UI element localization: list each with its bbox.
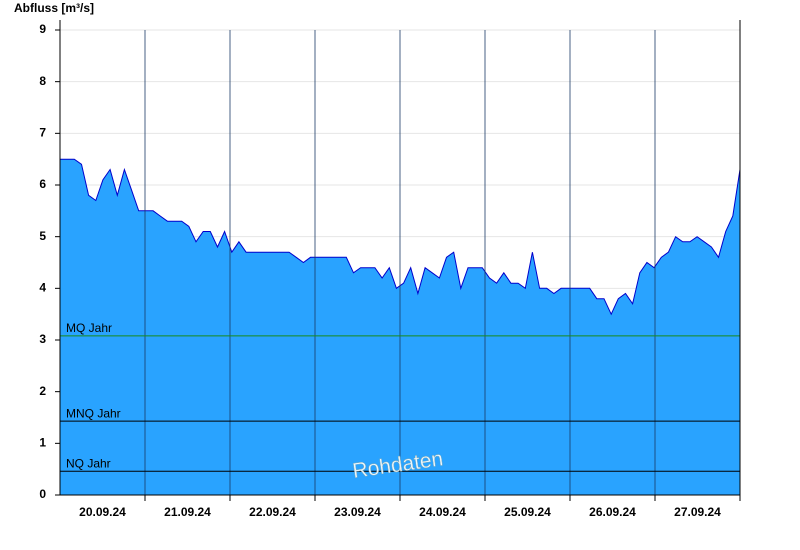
y-tick-label: 0 <box>39 487 46 501</box>
y-tick-label: 5 <box>39 229 46 243</box>
reference-label: MQ Jahr <box>66 321 112 335</box>
x-tick-label: 21.09.24 <box>164 505 211 519</box>
y-tick-label: 4 <box>39 281 46 295</box>
y-tick-label: 1 <box>39 436 46 450</box>
x-tick-label: 24.09.24 <box>419 505 466 519</box>
reference-label: MNQ Jahr <box>66 406 121 420</box>
y-tick-label: 8 <box>39 74 46 88</box>
x-tick-label: 25.09.24 <box>504 505 551 519</box>
y-tick-label: 9 <box>39 22 46 36</box>
x-tick-label: 22.09.24 <box>249 505 296 519</box>
x-tick-label: 20.09.24 <box>79 505 126 519</box>
x-tick-label: 26.09.24 <box>589 505 636 519</box>
y-tick-label: 3 <box>39 332 46 346</box>
y-tick-label: 2 <box>39 384 46 398</box>
x-tick-label: 23.09.24 <box>334 505 381 519</box>
y-tick-label: 7 <box>39 126 46 140</box>
y-tick-label: 6 <box>39 177 46 191</box>
reference-label: NQ Jahr <box>66 456 111 470</box>
x-tick-label: 27.09.24 <box>674 505 721 519</box>
y-axis-label: Abfluss [m³/s] <box>14 1 94 15</box>
